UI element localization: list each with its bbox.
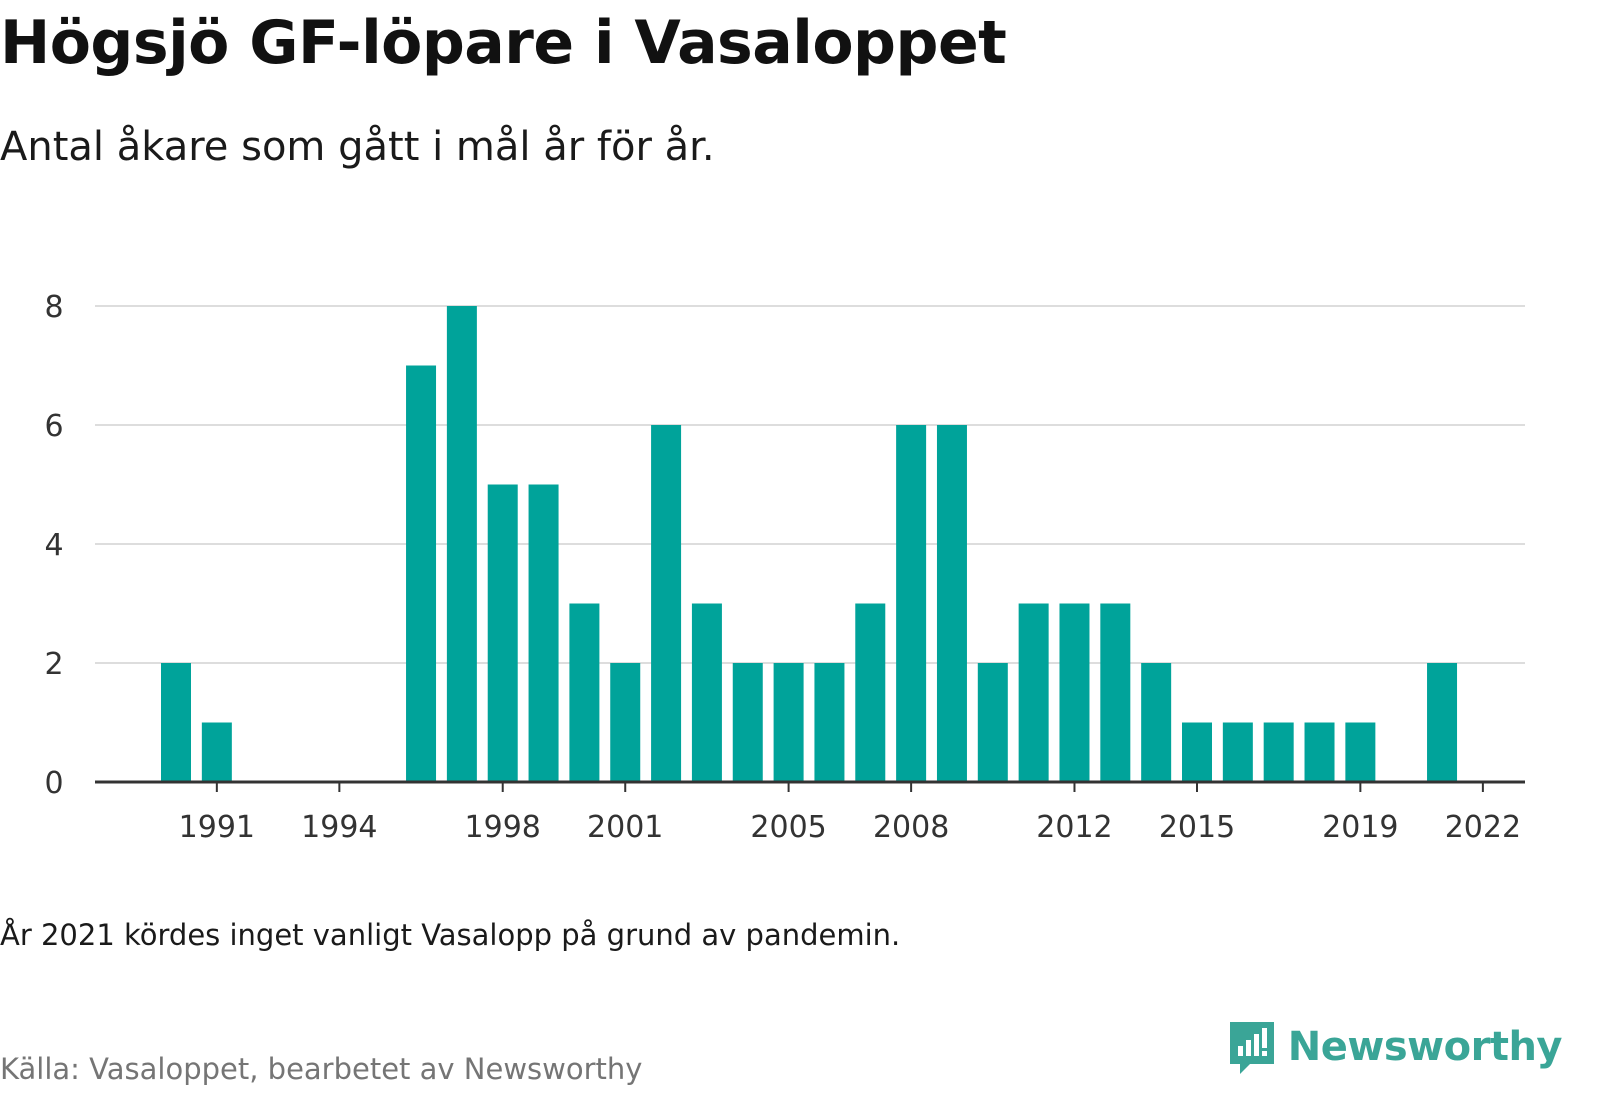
bar-2019 — [1345, 722, 1376, 782]
bar-2018 — [1304, 722, 1335, 782]
source-credit: Källa: Vasaloppet, bearbetet av Newswort… — [0, 1052, 643, 1086]
bar-1996 — [406, 365, 437, 782]
y-tick-label: 8 — [44, 290, 63, 325]
bar-1991 — [201, 722, 232, 782]
bar-1998 — [487, 484, 518, 782]
x-axis: 1991 1994 1998 2001 2005 2008 2012 2015 2019 2022 — [95, 780, 1525, 845]
x-tick-label: 2005 — [750, 810, 826, 845]
bar-2010 — [977, 663, 1008, 782]
bar-1999 — [528, 484, 559, 782]
bar-1990 — [161, 663, 191, 782]
bar-2001 — [610, 663, 641, 782]
bars — [161, 306, 1458, 782]
x-tick-label: 2008 — [873, 810, 949, 845]
bar-2009 — [936, 425, 967, 782]
bar-2002 — [651, 425, 682, 782]
bar-2011 — [1018, 603, 1049, 782]
x-tick-label: 2015 — [1159, 810, 1235, 845]
bar-2016 — [1222, 722, 1253, 782]
bar-2017 — [1263, 722, 1294, 782]
bar-2012 — [1059, 603, 1090, 782]
bar-2013 — [1100, 603, 1131, 782]
bar-2021 — [1427, 663, 1458, 782]
x-tick-label: 2012 — [1036, 810, 1112, 845]
x-tick-label: 2019 — [1322, 810, 1398, 845]
bar-2015 — [1182, 722, 1212, 782]
bar-2014 — [1141, 663, 1172, 782]
x-tick-label: 2001 — [587, 810, 663, 845]
bar-2006 — [814, 663, 845, 782]
x-tick-label: 2022 — [1445, 810, 1521, 845]
bar-2000 — [569, 603, 600, 782]
newsworthy-logo: Newsworthy — [1226, 1018, 1563, 1076]
x-tick-label: 1998 — [465, 810, 541, 845]
chart-title: Högsjö GF-löpare i Vasaloppet — [0, 8, 1007, 78]
y-tick-label: 6 — [44, 409, 63, 444]
y-axis-ticks: 0 2 4 6 8 — [44, 290, 63, 801]
brand-name: Newsworthy — [1287, 1024, 1563, 1070]
gridlines — [95, 305, 1525, 664]
bar-chart: 0 2 4 6 8 1991 1994 1998 2001 2005 2008 2012 2015 20… — [44, 290, 1525, 845]
x-tick-label: 1994 — [301, 810, 377, 845]
chart-note: År 2021 kördes inget vanligt Vasalopp på… — [0, 918, 901, 952]
bar-1997 — [446, 306, 477, 782]
newsworthy-logo-icon — [1229, 1022, 1274, 1074]
bar-2008 — [896, 425, 927, 782]
bar-2003 — [691, 603, 722, 782]
x-tick-label: 1991 — [179, 810, 255, 845]
y-tick-label: 0 — [44, 766, 63, 801]
bar-2007 — [855, 603, 886, 782]
bar-2004 — [732, 663, 763, 782]
y-tick-label: 2 — [44, 647, 63, 682]
bar-2005 — [773, 663, 804, 782]
y-tick-label: 4 — [44, 528, 63, 563]
chart-subtitle: Antal åkare som gått i mål år för år. — [0, 124, 715, 170]
